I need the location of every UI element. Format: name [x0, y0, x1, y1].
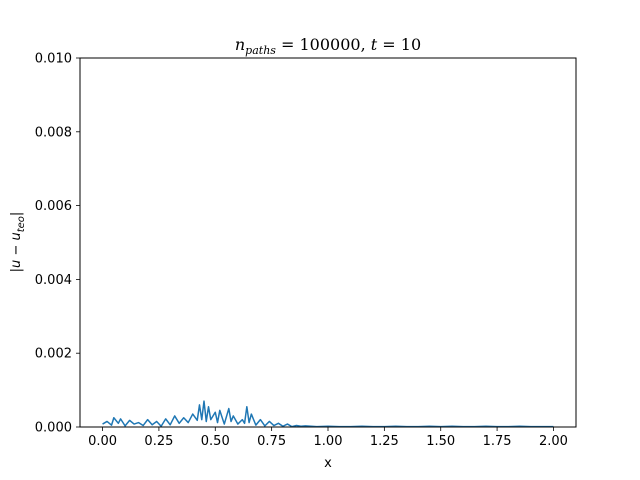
x-tick-label: 0.75 — [257, 434, 286, 449]
y-tick-label: 0.010 — [35, 52, 72, 67]
plot-background — [80, 58, 576, 427]
y-label-open: | — [9, 268, 24, 272]
x-axis-label: x — [324, 456, 332, 471]
title-n-value: = 100000, — [276, 35, 371, 54]
title-t-value: = 10 — [377, 35, 421, 54]
y-tick-label: 0.004 — [35, 273, 72, 288]
y-label-u: u — [9, 260, 24, 268]
chart-title: npaths = 100000, t = 10 — [235, 35, 421, 57]
title-t-symbol: t — [371, 35, 378, 54]
x-tick-label: 2.00 — [539, 434, 568, 449]
plot-area — [79, 57, 577, 428]
y-tick-label: 0.006 — [35, 199, 72, 214]
x-tick-label: 1.25 — [370, 434, 399, 449]
y-axis: 0.000 0.002 0.004 0.006 0.008 0.010 — [35, 52, 80, 436]
y-label-u2: u — [9, 232, 24, 240]
y-label-close: | — [9, 212, 24, 216]
x-tick-label: 0.50 — [201, 434, 230, 449]
y-axis-label: |u − uteo| — [9, 212, 27, 273]
y-label-minus: − — [9, 241, 24, 260]
title-n-subscript: paths — [245, 44, 276, 57]
x-tick-label: 1.50 — [426, 434, 455, 449]
y-label-subscript: teo — [16, 216, 27, 232]
x-tick-label: 1.00 — [314, 434, 343, 449]
title-n-symbol: n — [235, 35, 245, 54]
y-tick-label: 0.002 — [35, 347, 72, 362]
x-tick-label: 0.00 — [88, 434, 117, 449]
y-tick-label: 0.008 — [35, 125, 72, 140]
x-tick-label: 0.25 — [144, 434, 173, 449]
x-axis: 0.00 0.25 0.50 0.75 1.00 1.25 1.50 1.75 2.00 — [88, 427, 568, 449]
y-tick-label: 0.000 — [35, 421, 72, 436]
x-tick-label: 1.75 — [483, 434, 512, 449]
